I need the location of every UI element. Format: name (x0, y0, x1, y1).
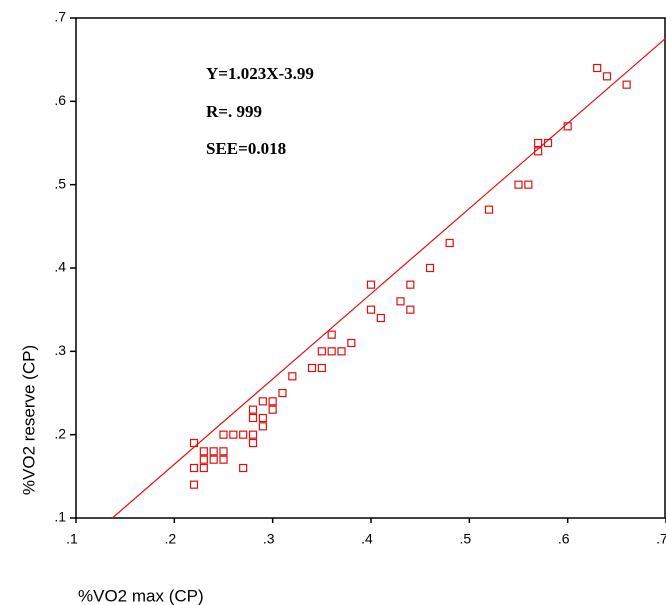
point (486, 206, 493, 213)
point (259, 423, 266, 430)
point (240, 465, 247, 472)
y-tick-label: .7 (54, 9, 66, 25)
y-tick-label: .1 (54, 509, 66, 525)
point (289, 373, 296, 380)
x-tick-label: .4 (361, 531, 373, 547)
point (397, 298, 404, 305)
point (535, 140, 542, 147)
point (210, 448, 217, 455)
point (279, 390, 286, 397)
point (200, 465, 207, 472)
point (191, 465, 198, 472)
point (200, 448, 207, 455)
point (250, 415, 257, 422)
point (240, 431, 247, 438)
point (269, 406, 276, 413)
point (210, 456, 217, 463)
point (446, 240, 453, 247)
point (338, 348, 345, 355)
y-tick-label: .6 (54, 92, 66, 108)
point (407, 281, 414, 288)
y-tick-label: .3 (54, 342, 66, 358)
point (368, 306, 375, 313)
x-tick-label: .6 (558, 531, 570, 547)
point (328, 348, 335, 355)
point (250, 406, 257, 413)
annotation: R=. 999 (206, 102, 262, 121)
point (269, 398, 276, 405)
point (348, 340, 355, 347)
point (368, 281, 375, 288)
point (427, 265, 434, 272)
point (191, 481, 198, 488)
point (594, 65, 601, 72)
point (515, 181, 522, 188)
y-tick-label: .5 (54, 175, 66, 191)
y-axis-label: %VO2 reserve (CP) (19, 345, 38, 495)
point (328, 331, 335, 338)
plot-frame (76, 18, 665, 518)
chart: Y=1.023X-3.99 R=. 999 SEE=0.018 %VO2 max… (0, 0, 666, 605)
x-tick-label: .5 (459, 531, 471, 547)
point (309, 365, 316, 372)
point (525, 181, 532, 188)
x-tick-label: .7 (656, 531, 666, 547)
point (259, 415, 266, 422)
point (220, 448, 227, 455)
x-axis-label: %VO2 max (CP) (78, 586, 204, 605)
point (220, 431, 227, 438)
point (377, 315, 384, 322)
x-tick-label: .3 (263, 531, 275, 547)
point (230, 431, 237, 438)
y-tick-label: .4 (54, 259, 66, 275)
page: Y=1.023X-3.99 R=. 999 SEE=0.018 %VO2 max… (0, 0, 666, 605)
x-tick-label: .2 (164, 531, 176, 547)
point (220, 456, 227, 463)
annotation: Y=1.023X-3.99 (206, 64, 314, 83)
point (318, 348, 325, 355)
point (623, 81, 630, 88)
point (318, 365, 325, 372)
point (407, 306, 414, 313)
point (250, 431, 257, 438)
point (259, 398, 266, 405)
point (604, 73, 611, 80)
point (200, 456, 207, 463)
x-tick-label: .1 (66, 531, 78, 547)
y-tick-label: .2 (54, 425, 66, 441)
annotation: SEE=0.018 (206, 139, 286, 158)
point (250, 440, 257, 447)
